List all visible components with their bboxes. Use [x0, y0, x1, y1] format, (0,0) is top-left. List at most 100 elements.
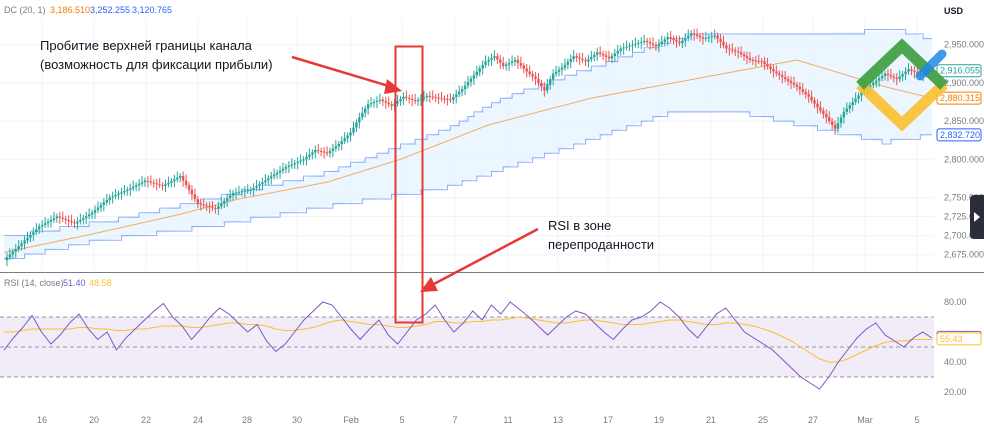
- logo-blue-bar: [915, 49, 947, 81]
- candle-body: [179, 176, 182, 178]
- candle-body: [290, 164, 293, 166]
- logo: [856, 38, 948, 132]
- candle-body: [599, 52, 602, 54]
- time-tick-label: 21: [706, 415, 716, 425]
- candle-body: [220, 203, 223, 207]
- candle-body: [105, 200, 108, 203]
- candle-body: [284, 166, 288, 169]
- annotation-breakout-line1: Пробитие верхней границы канала: [40, 38, 253, 53]
- candle-body: [226, 198, 229, 201]
- time-tick-label: 5: [399, 415, 404, 425]
- price-badge-label: 2,880.315: [940, 93, 980, 103]
- candle-body: [913, 70, 916, 73]
- candle-body: [67, 220, 70, 222]
- candle-body: [613, 53, 616, 56]
- candle-body: [146, 180, 150, 182]
- candle-body: [449, 99, 452, 101]
- candle-body: [675, 40, 678, 42]
- candle-body: [255, 186, 258, 188]
- candle-body: [584, 60, 587, 62]
- candle-body: [137, 183, 141, 186]
- candle-body: [208, 206, 211, 208]
- candle-body: [372, 102, 376, 104]
- candle-body: [334, 146, 337, 149]
- candle-body: [628, 45, 631, 47]
- candle-body: [193, 194, 197, 199]
- candle-body: [29, 234, 32, 238]
- candle-body: [64, 218, 67, 220]
- rsi-axis: 80.00 40.00 20.00: [944, 297, 967, 397]
- rsi-tick-label: 20.00: [944, 387, 967, 397]
- candle-body: [554, 71, 558, 74]
- candle-body: [305, 157, 308, 160]
- candle-body: [910, 69, 913, 71]
- candle-body: [593, 54, 596, 57]
- candle-body: [361, 112, 364, 118]
- candle-body: [187, 185, 191, 190]
- time-tick-label: Mar: [857, 415, 873, 425]
- candle-body: [631, 44, 634, 46]
- candle-body: [757, 60, 760, 62]
- candle-body: [880, 76, 884, 79]
- price-tick-label: 2,800.000: [944, 154, 984, 164]
- rsi-value: 51.40: [63, 278, 86, 288]
- candle-body: [754, 60, 757, 62]
- candle-body: [525, 68, 528, 72]
- candle-body: [822, 110, 825, 114]
- candle-body: [317, 150, 320, 152]
- candle-body: [320, 150, 323, 152]
- candle-body: [546, 84, 549, 91]
- candle-body: [816, 103, 819, 108]
- price-pane[interactable]: 2,950.000 2,900.000 2,850.000 2,800.000 2,75…: [0, 18, 984, 270]
- candle-body: [898, 76, 901, 80]
- time-tick-label: 24: [193, 415, 203, 425]
- candle-body: [510, 61, 514, 63]
- scroll-right-button[interactable]: [970, 195, 984, 239]
- candle-body: [578, 57, 581, 59]
- candle-body: [243, 190, 246, 192]
- candle-body: [258, 184, 261, 186]
- rsi-pane[interactable]: 80.00 40.00 20.00: [0, 297, 967, 397]
- candle-body: [713, 35, 716, 37]
- candle-body: [231, 192, 235, 196]
- candle-body: [478, 68, 481, 72]
- candle-body: [369, 103, 373, 105]
- candle-body: [49, 219, 53, 222]
- arrow-rsi-shaft: [431, 227, 539, 287]
- candle-body: [833, 124, 837, 129]
- candle-body: [88, 214, 91, 217]
- candle-body: [786, 79, 790, 81]
- highlight-box: [394, 45, 424, 324]
- candle-body: [249, 189, 252, 191]
- candle-body: [240, 191, 244, 193]
- candle-body: [399, 98, 402, 102]
- candle-body: [651, 43, 655, 45]
- rsi-ma-value: 48.58: [89, 278, 112, 288]
- candle-body: [402, 96, 405, 99]
- candle-body: [275, 172, 279, 175]
- price-badge-box: [936, 128, 982, 142]
- dc-value-lower: 3,120.765: [132, 5, 172, 15]
- candle-body: [164, 184, 167, 186]
- candle-body: [190, 189, 194, 195]
- candle-body: [622, 47, 625, 49]
- candle-body: [302, 159, 305, 161]
- candle-body: [552, 73, 555, 80]
- candle-body: [769, 66, 772, 69]
- candle-body: [11, 251, 14, 255]
- candle-body: [281, 168, 285, 171]
- arrow-rsi-head: [420, 277, 438, 292]
- candle-body: [126, 189, 129, 192]
- candle-body: [158, 184, 161, 186]
- candle-body: [475, 71, 478, 76]
- candle-body: [170, 181, 173, 183]
- candle-body: [875, 80, 878, 83]
- candle-body: [205, 205, 208, 207]
- candle-body: [82, 218, 85, 220]
- candle-body: [698, 35, 702, 38]
- price-badge-box: [936, 332, 982, 346]
- candle-body: [666, 37, 669, 40]
- candle-body: [731, 49, 734, 51]
- candle-body: [384, 101, 387, 103]
